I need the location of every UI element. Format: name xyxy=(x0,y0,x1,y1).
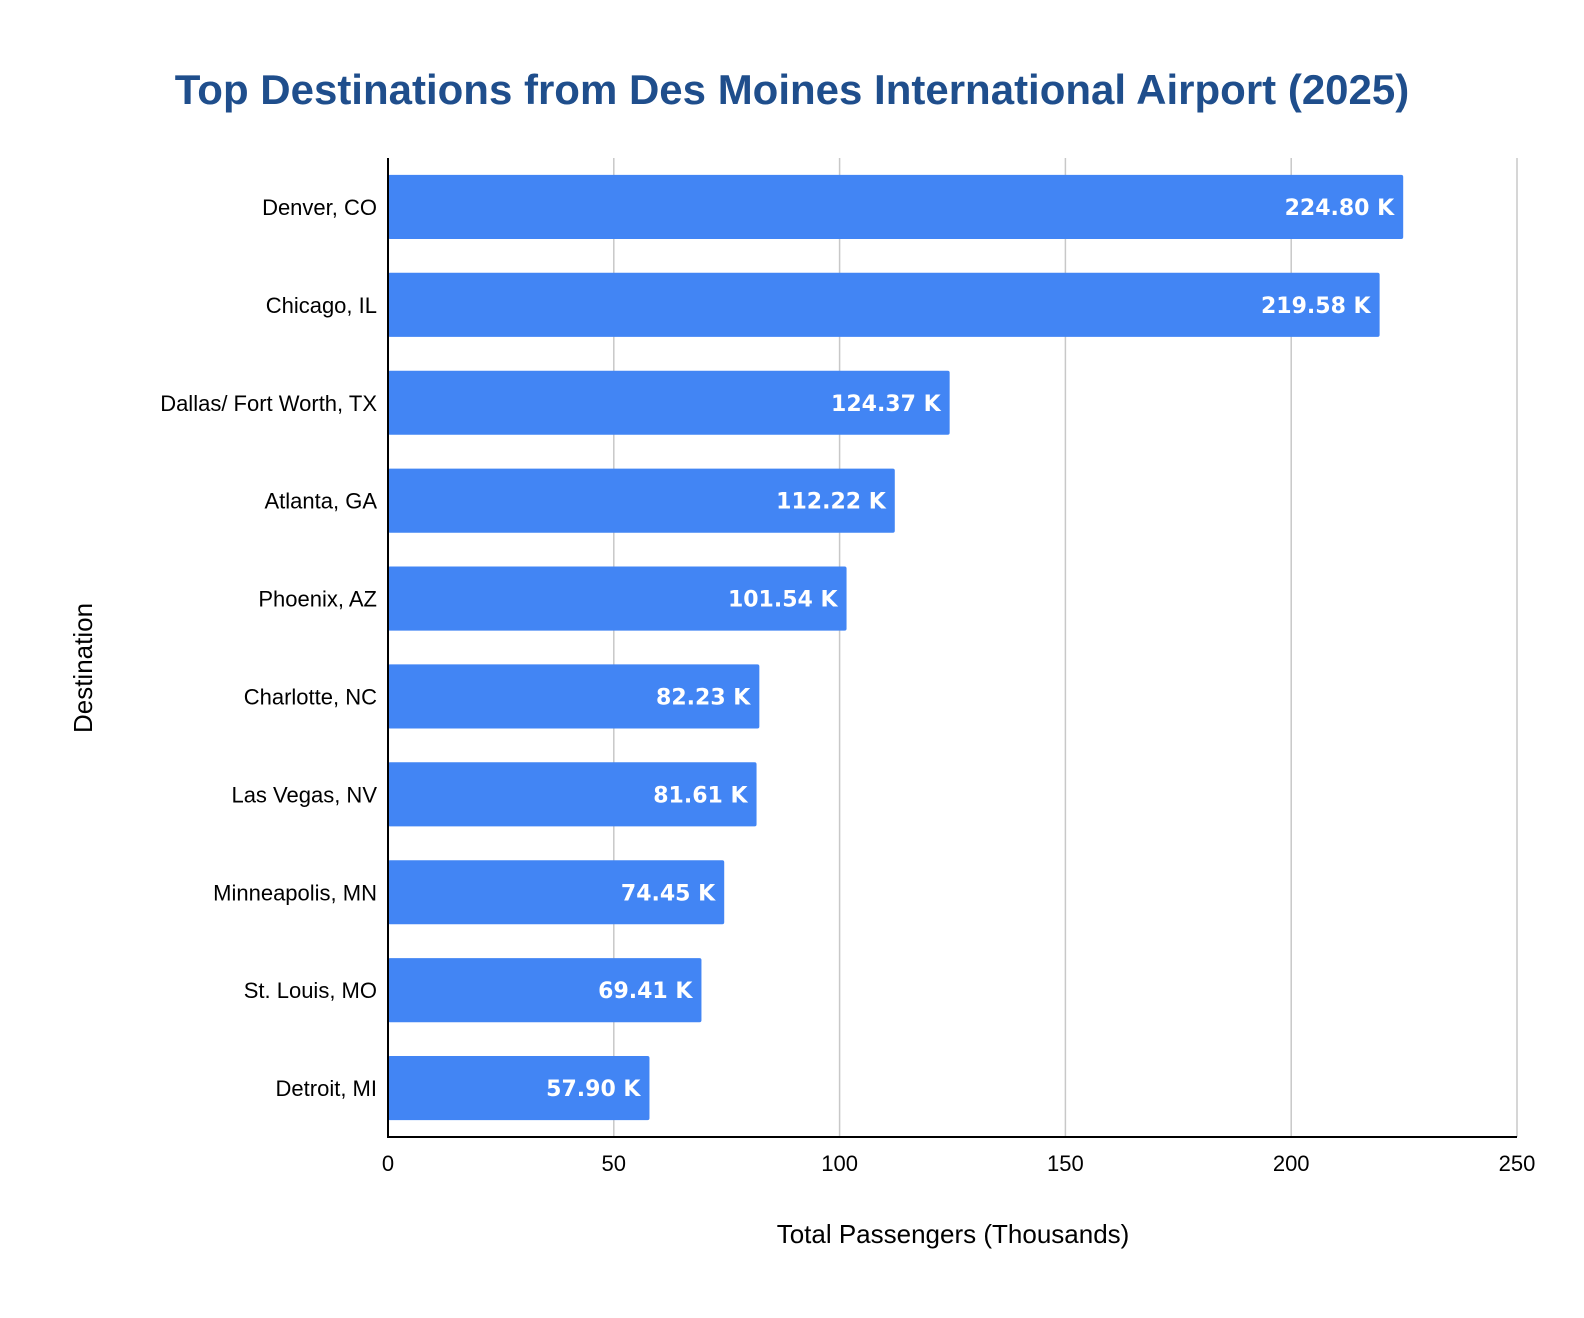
data-label: 74.45 K xyxy=(621,881,716,906)
data-label: 224.80 K xyxy=(1285,196,1396,221)
data-label: 81.61 K xyxy=(653,783,748,808)
x-tick-label: 50 xyxy=(602,1151,626,1176)
bar xyxy=(388,566,847,631)
y-axis-title: Destination xyxy=(68,603,98,733)
bar xyxy=(388,272,1380,337)
data-label: 219.58 K xyxy=(1261,294,1372,319)
x-tick-label: 250 xyxy=(1499,1151,1536,1176)
bar xyxy=(388,174,1404,240)
bar xyxy=(388,664,760,729)
data-label: 101.54 K xyxy=(728,588,839,613)
bar xyxy=(388,958,702,1023)
category-label: Detroit, MI xyxy=(276,1076,377,1101)
data-label: 82.23 K xyxy=(656,685,751,710)
bar xyxy=(388,1055,650,1121)
bar xyxy=(388,860,725,925)
category-label: Dallas/ Fort Worth, TX xyxy=(160,391,377,416)
category-label: St. Louis, MO xyxy=(244,978,377,1003)
bar xyxy=(388,370,950,435)
category-label: Atlanta, GA xyxy=(264,489,377,514)
category-label: Las Vegas, NV xyxy=(231,782,377,807)
x-tick-labels: 0 50 100 150 200 250 xyxy=(382,1151,1535,1176)
category-label: Minneapolis, MN xyxy=(213,880,377,905)
data-label: 69.41 K xyxy=(598,979,693,1004)
data-label: 124.37 K xyxy=(831,392,942,417)
data-label: 57.90 K xyxy=(546,1077,641,1102)
bars: 224.80 K 219.58 K 124.37 K 112.22 K 101.54 K… xyxy=(388,174,1404,1121)
category-label: Phoenix, AZ xyxy=(258,587,377,612)
bar xyxy=(388,468,895,533)
x-axis-title: Total Passengers (Thousands) xyxy=(777,1219,1130,1249)
category-label: Chicago, IL xyxy=(266,293,377,318)
chart-title: Top Destinations from Des Moines Interna… xyxy=(175,66,1410,113)
data-label: 112.22 K xyxy=(776,490,887,515)
category-labels: Denver, CO Chicago, IL Dallas/ Fort Worth,… xyxy=(160,195,377,1101)
category-label: Charlotte, NC xyxy=(244,684,377,709)
category-label: Denver, CO xyxy=(262,195,377,220)
x-tick-label: 0 xyxy=(382,1151,394,1176)
x-tick-label: 100 xyxy=(821,1151,858,1176)
x-tick-label: 150 xyxy=(1047,1151,1084,1176)
bar xyxy=(388,762,757,827)
x-tick-label: 200 xyxy=(1273,1151,1310,1176)
